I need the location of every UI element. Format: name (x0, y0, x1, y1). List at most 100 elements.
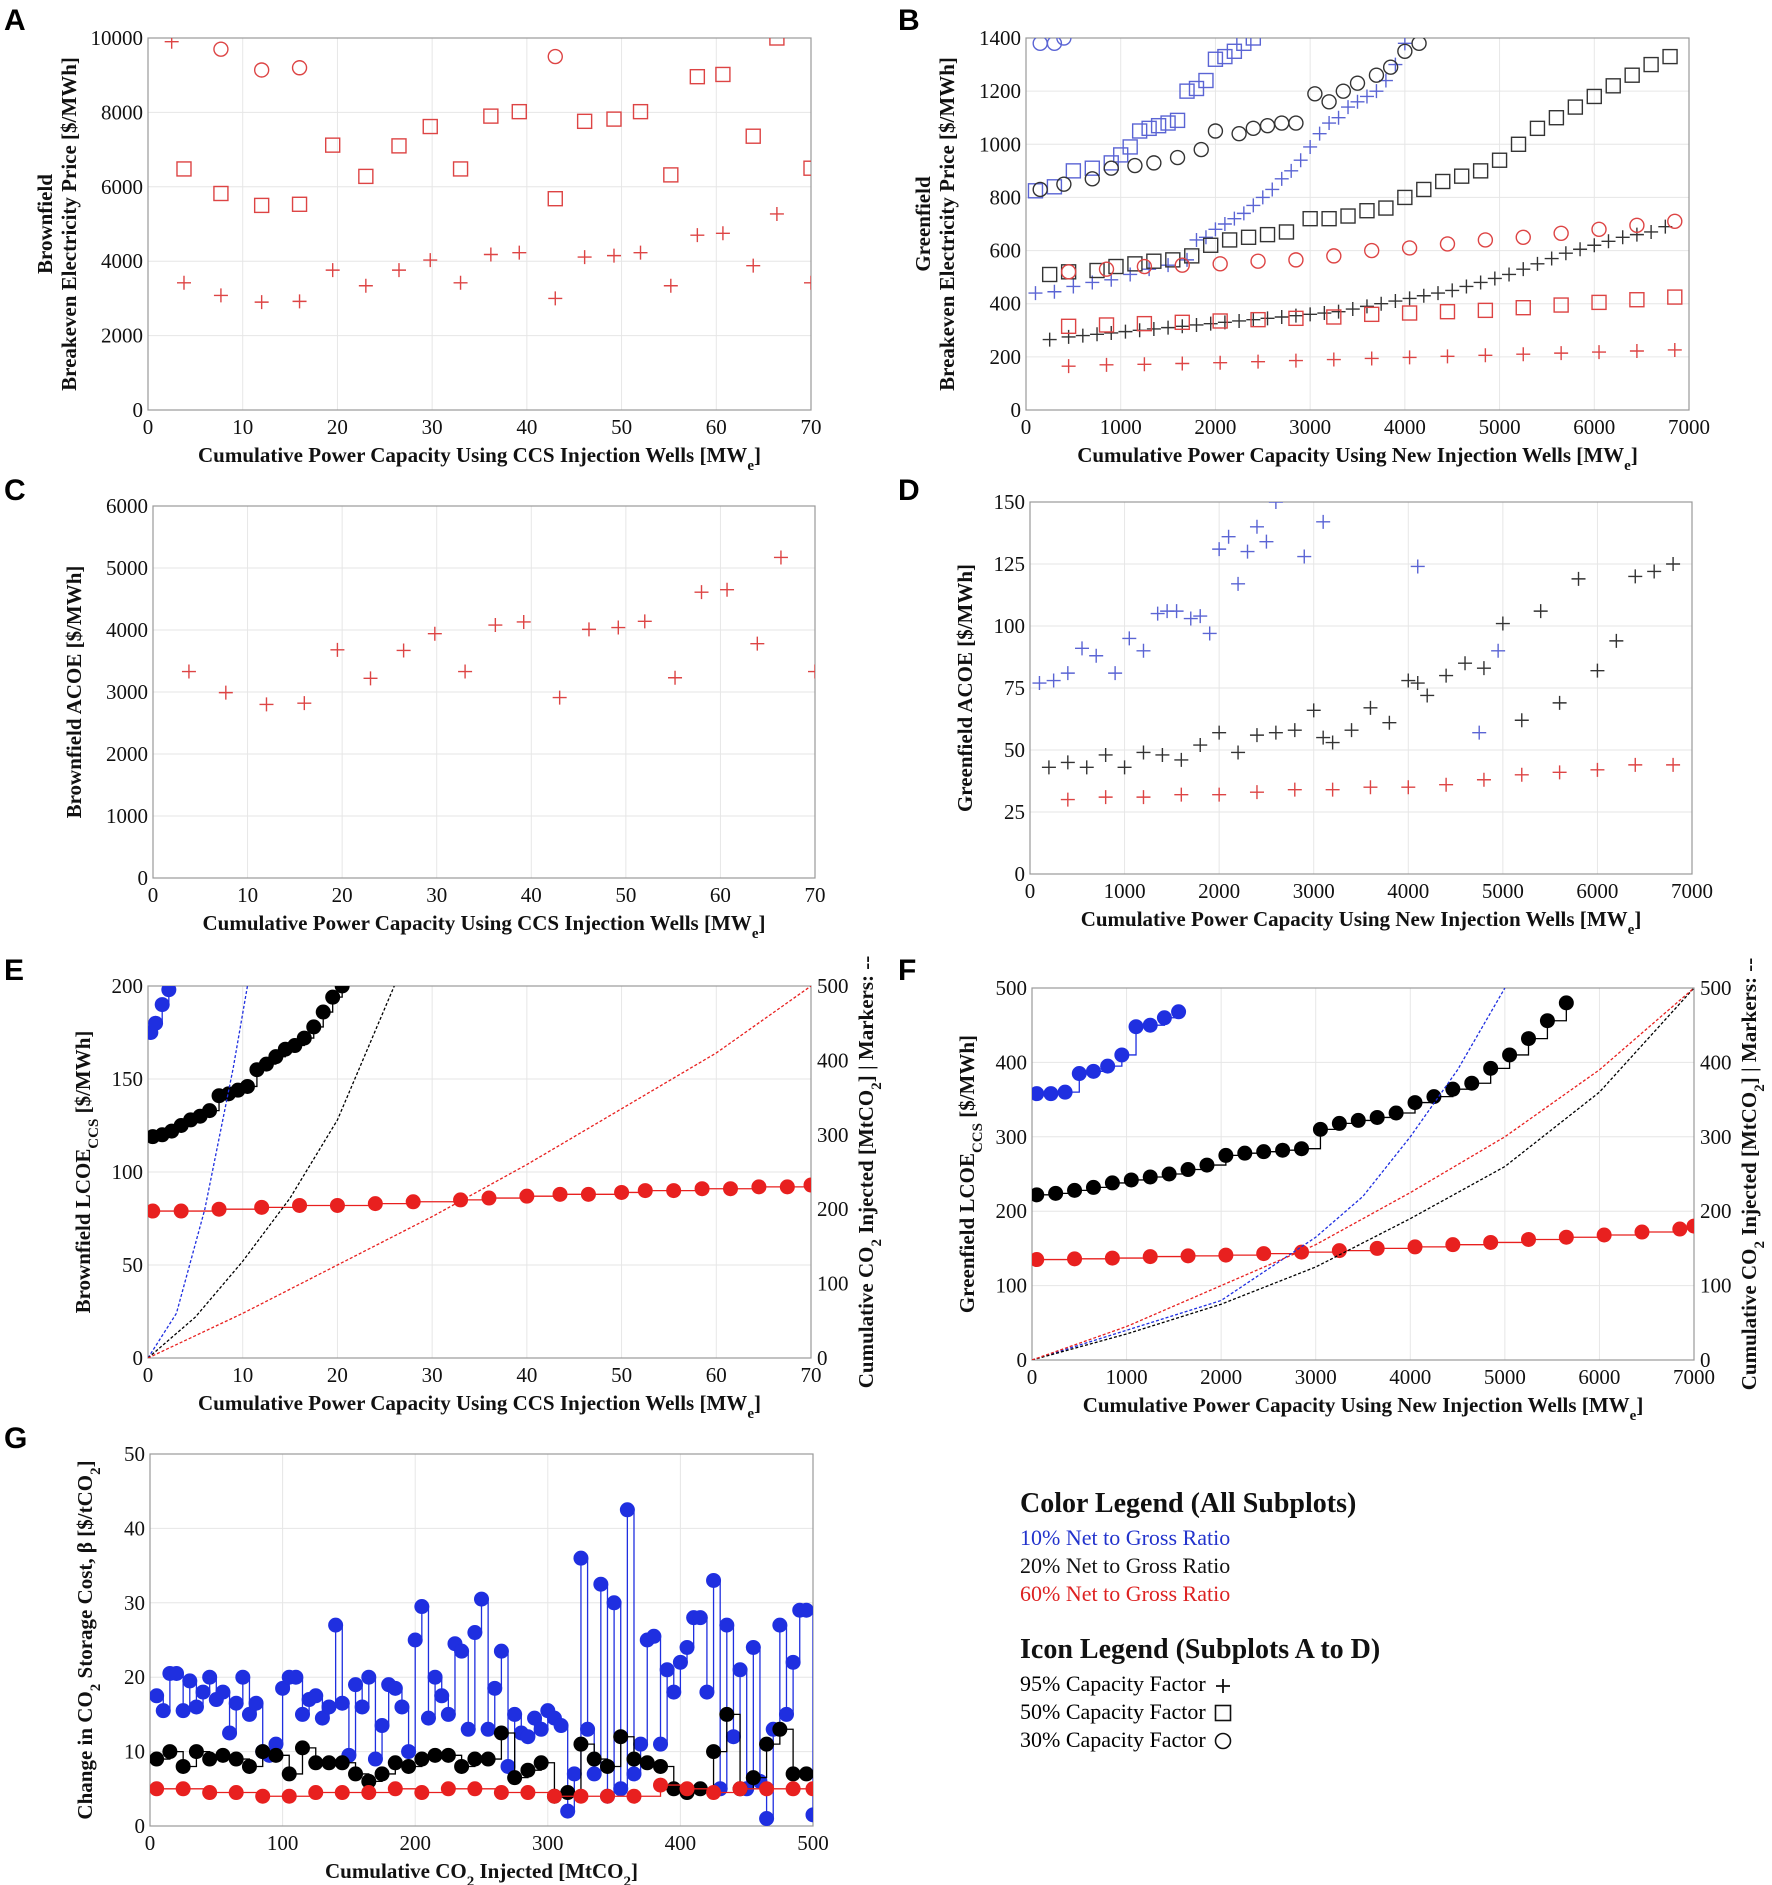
y2-tick-label: 100 (1700, 1274, 1732, 1298)
point-plus-black (1331, 304, 1346, 319)
x-tick-label: 20 (327, 415, 348, 439)
point-filled-black (1218, 1147, 1234, 1163)
point-filled-red (440, 1781, 456, 1797)
point-circle-black (1382, 59, 1399, 75)
point-filled-red (694, 1181, 710, 1197)
point-plus-blue (1032, 676, 1047, 691)
data-layer (148, 986, 811, 1358)
point-plus-blue (1397, 38, 1412, 51)
point-filled-black (1558, 995, 1574, 1011)
point-square-blue (1065, 163, 1082, 179)
point-square-red (1591, 294, 1607, 311)
point-square-black (1202, 237, 1219, 253)
point-plus-black (1090, 327, 1105, 342)
point-filled-black (440, 1747, 456, 1763)
point-plus-blue (1208, 222, 1223, 237)
point-circle-black (1321, 94, 1337, 110)
point-plus-blue (1217, 217, 1232, 231)
x-tick-label: 30 (426, 883, 447, 907)
y2-axis-label: Cumulative CO2 Injected [MtCO2] | Marker… (854, 956, 885, 1389)
point-filled-black (1237, 1145, 1253, 1161)
point-plus-blue (1189, 232, 1204, 247)
point-plus-black (1104, 325, 1119, 340)
x-tick-label: 10 (232, 415, 253, 439)
point-filled-black (1123, 1172, 1139, 1188)
point-filled-red (580, 1186, 596, 1202)
point-square-black (1240, 229, 1257, 245)
point-plus-black (1041, 760, 1056, 775)
x-tick-label: 6000 (1578, 1365, 1620, 1389)
y-tick-label: 1000 (979, 132, 1021, 156)
point-plus-blue (1202, 626, 1217, 641)
point-plus-blue (1221, 529, 1236, 544)
point-filled-red (1445, 1237, 1461, 1253)
y-tick-label: 400 (996, 1050, 1028, 1074)
point-square-red (422, 118, 438, 135)
y-tick-label: 25 (1004, 800, 1025, 824)
point-filled-black (1180, 1162, 1196, 1178)
point-filled-black (325, 989, 341, 1005)
point-filled-red (1686, 1218, 1694, 1234)
point-plus-blue (1312, 126, 1327, 141)
point-circle-red (547, 48, 563, 65)
point-circle-black (1274, 115, 1290, 131)
point-filled-red (785, 1781, 801, 1797)
point-filled-black (560, 1785, 576, 1801)
point-filled-blue (348, 1677, 364, 1693)
point-filled-blue (699, 1684, 715, 1700)
point-plus-black (1118, 324, 1133, 339)
point-plus-blue (1249, 519, 1264, 534)
y-tick-label: 4000 (106, 618, 148, 642)
point-square-red (1098, 317, 1115, 333)
point-plus-red (483, 247, 498, 262)
point-plus-red (488, 618, 503, 633)
x-tick-label: 50 (611, 1363, 632, 1387)
point-filled-blue (228, 1695, 244, 1711)
point-plus-red (1137, 357, 1152, 372)
y-tick-label: 0 (1015, 862, 1026, 886)
y-axis-label: GreenfieldBreakeven Electricity Price [$… (911, 57, 959, 391)
point-square-red (769, 38, 785, 46)
y-tick-label: 1000 (106, 804, 148, 828)
point-filled-red (732, 1781, 748, 1797)
point-filled-red (150, 1781, 165, 1797)
point-plus-red (606, 248, 621, 263)
point-filled-blue (182, 1673, 198, 1689)
point-square-blue (1245, 38, 1262, 46)
point-plus-red (715, 226, 730, 241)
point-plus-black (1420, 688, 1435, 703)
y2-tick-label: 500 (817, 974, 849, 998)
point-circle-black (1368, 67, 1385, 83)
point-plus-black (1431, 286, 1446, 301)
point-filled-black (1256, 1144, 1272, 1160)
x-tick-label: 40 (516, 1363, 537, 1387)
point-square-red (1629, 292, 1645, 308)
x-axis-label: Cumulative Power Capacity Using CCS Inje… (198, 1391, 761, 1422)
point-plus-red (512, 245, 527, 260)
point-square-red (358, 168, 374, 185)
y-tick-label: 0 (133, 398, 144, 422)
point-plus-red (663, 278, 678, 293)
point-plus-black (1117, 760, 1132, 775)
icon-legend-label-30: 30% Capacity Factor (1020, 1727, 1206, 1752)
point-plus-red (1175, 356, 1190, 371)
point-plus-blue (1303, 139, 1318, 154)
point-plus-red (611, 620, 626, 635)
point-plus-red (213, 288, 228, 303)
point-circle-red (1174, 257, 1190, 273)
x-tick-label: 0 (1025, 879, 1036, 903)
y-tick-label: 400 (990, 292, 1022, 316)
point-filled-blue (460, 1721, 476, 1737)
point-plus-blue (1183, 611, 1198, 626)
point-filled-blue (1128, 1019, 1144, 1035)
point-filled-blue (474, 1591, 489, 1607)
point-plus-black (1260, 311, 1275, 326)
point-filled-blue (222, 1725, 238, 1741)
point-filled-red (173, 1203, 189, 1219)
point-square-blue (1150, 117, 1167, 134)
gridlines (1025, 37, 1690, 411)
point-square-red (1250, 311, 1266, 328)
point-filled-blue (241, 1706, 257, 1722)
x-axis-label: Cumulative CO2 Injected [MtCO2] (325, 1859, 638, 1885)
point-circle-black (1084, 171, 1101, 187)
